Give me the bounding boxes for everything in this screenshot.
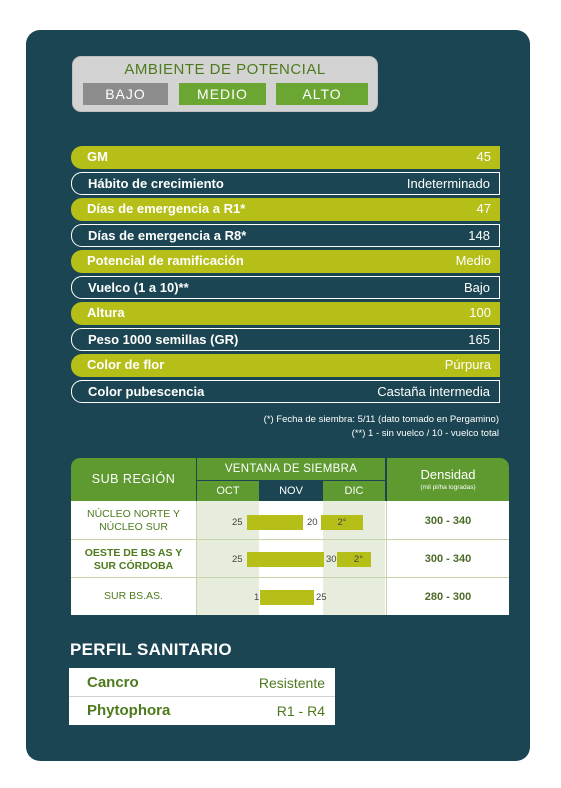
header-month-oct: OCT xyxy=(197,481,259,501)
attr-value: 148 xyxy=(468,228,490,243)
densidad-cell: 280 - 300 xyxy=(424,591,472,603)
densidad-cell: 300 - 340 xyxy=(424,553,472,565)
attr-value: Castaña intermedia xyxy=(377,384,490,399)
region-line: OESTE DE BS AS Y xyxy=(84,547,183,559)
region-cell: SUR BS.AS. xyxy=(71,590,196,603)
perfil-value: Resistente xyxy=(258,675,325,691)
bar-start-label: 25 xyxy=(232,554,243,565)
region-line: NÚCLEO NORTE Y xyxy=(87,508,180,520)
footnote-siembra: (*) Fecha de siembra: 5/11 (dato tomado … xyxy=(263,414,499,425)
header-densidad: Densidad (mil pl/ha logradas) xyxy=(387,458,509,501)
region-cell: OESTE DE BS AS Y SUR CÓRDOBA xyxy=(71,547,196,573)
perfil-sanitario-title: PERFIL SANITARIO xyxy=(70,640,232,659)
perfil-sanitario-box: Cancro Resistente Phytophora R1 - R4 xyxy=(69,668,335,725)
attr-value: Indeterminado xyxy=(406,176,490,191)
perfil-name: Phytophora xyxy=(87,702,171,719)
region-line: SUR CÓRDOBA xyxy=(93,560,174,572)
attr-value: Medio xyxy=(455,253,491,268)
header-month-nov: NOV xyxy=(260,481,322,501)
header-month-dic: DIC xyxy=(323,481,385,501)
ambiente-title: AMBIENTE DE POTENCIAL xyxy=(124,61,326,78)
ambiente-medio: MEDIO xyxy=(179,83,266,105)
perfil-row-phytophora: Phytophora R1 - R4 xyxy=(69,697,335,725)
attr-row-r8: Días de emergencia a R8* 148 xyxy=(71,224,500,247)
ambiente-alto: ALTO xyxy=(276,83,368,105)
attr-row-pubescencia: Color pubescencia Castaña intermedia xyxy=(71,380,500,403)
attr-row-color-flor: Color de flor Púrpura xyxy=(71,354,500,377)
attr-value: 47 xyxy=(476,201,491,216)
attr-label: Altura xyxy=(87,305,125,320)
attr-label: Potencial de ramificación xyxy=(87,253,244,268)
attr-row-r1: Días de emergencia a R1* 47 xyxy=(71,198,500,221)
attr-row-gm: GM 45 xyxy=(71,146,500,169)
bar-end-label: 25 xyxy=(316,592,327,603)
densidad-title: Densidad xyxy=(420,467,476,482)
attr-value: 100 xyxy=(469,305,491,320)
region-line: SUR BS.AS. xyxy=(104,590,163,602)
ambiente-bajo: BAJO xyxy=(83,83,168,105)
bar-start-label: 25 xyxy=(232,517,243,528)
second-window-bar: 2° xyxy=(321,515,363,530)
divider xyxy=(196,501,197,615)
attr-label: Hábito de crecimiento xyxy=(88,176,224,191)
row-divider xyxy=(71,539,509,540)
densidad-subtitle: (mil pl/ha logradas) xyxy=(420,484,476,491)
sowing-window-bar xyxy=(247,552,324,567)
header-sub-region: SUB REGIÓN xyxy=(71,458,196,501)
attr-row-ramificacion: Potencial de ramificación Medio xyxy=(71,250,500,273)
footnote-vuelco: (**) 1 - sin vuelco / 10 - vuelco total xyxy=(351,428,499,439)
sowing-window-bar xyxy=(247,515,303,530)
perfil-divider xyxy=(69,696,335,697)
row-divider xyxy=(71,577,509,578)
attr-row-peso: Peso 1000 semillas (GR) 165 xyxy=(71,328,500,351)
bar-end-label: 20 xyxy=(307,517,318,528)
attr-label: Días de emergencia a R1* xyxy=(87,201,246,216)
attr-row-habito: Hábito de crecimiento Indeterminado xyxy=(71,172,500,195)
attr-row-vuelco: Vuelco (1 a 10)** Bajo xyxy=(71,276,500,299)
region-cell: NÚCLEO NORTE Y NÚCLEO SUR xyxy=(71,508,196,534)
attr-value: 45 xyxy=(476,149,491,164)
perfil-value: R1 - R4 xyxy=(276,703,325,719)
attr-label: Color de flor xyxy=(87,357,165,372)
attr-label: Vuelco (1 a 10)** xyxy=(88,280,189,295)
sowing-window-bar xyxy=(260,590,314,605)
siembra-table-body: NÚCLEO NORTE Y NÚCLEO SUR 25 20 2° 300 -… xyxy=(71,501,509,615)
attr-label: GM xyxy=(87,149,108,164)
perfil-row-cancro: Cancro Resistente xyxy=(69,669,335,697)
perfil-name: Cancro xyxy=(87,674,139,691)
densidad-cell: 300 - 340 xyxy=(424,515,472,527)
region-line: NÚCLEO SUR xyxy=(99,521,168,533)
attr-value: 165 xyxy=(468,332,490,347)
attr-row-altura: Altura 100 xyxy=(71,302,500,325)
attr-value: Bajo xyxy=(463,280,490,295)
attr-label: Peso 1000 semillas (GR) xyxy=(88,332,239,347)
attr-label: Color pubescencia xyxy=(88,384,205,399)
header-ventana: VENTANA DE SIEMBRA xyxy=(197,458,385,480)
attr-label: Días de emergencia a R8* xyxy=(88,228,247,243)
attr-value: Púrpura xyxy=(444,357,491,372)
bar-end-label: 30 xyxy=(326,554,337,565)
second-window-bar: 2° xyxy=(337,552,371,567)
siembra-table: SUB REGIÓN VENTANA DE SIEMBRA OCT NOV DI… xyxy=(71,458,509,615)
bar-start-label: 1 xyxy=(254,592,260,603)
divider xyxy=(386,501,387,615)
ambiente-potencial-box: AMBIENTE DE POTENCIAL BAJO MEDIO ALTO xyxy=(72,56,378,112)
